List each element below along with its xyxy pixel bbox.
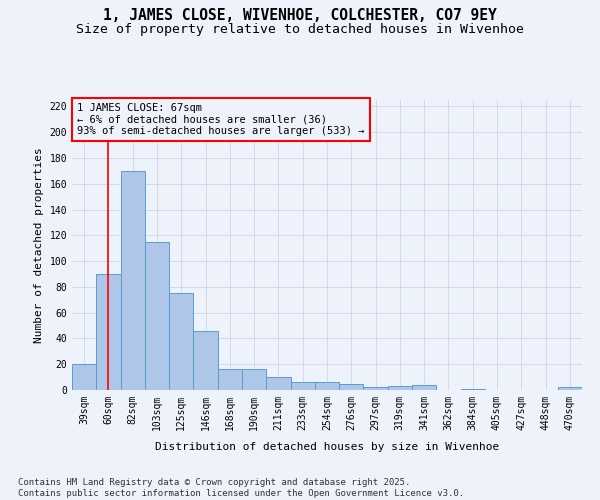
Bar: [364, 388, 388, 390]
Bar: [290, 382, 315, 390]
Bar: [169, 294, 193, 390]
Bar: [339, 384, 364, 390]
Text: 1 JAMES CLOSE: 67sqm
← 6% of detached houses are smaller (36)
93% of semi-detach: 1 JAMES CLOSE: 67sqm ← 6% of detached ho…: [77, 103, 365, 136]
Text: 1, JAMES CLOSE, WIVENHOE, COLCHESTER, CO7 9EY: 1, JAMES CLOSE, WIVENHOE, COLCHESTER, CO…: [103, 8, 497, 22]
Bar: [412, 385, 436, 390]
Text: Contains HM Land Registry data © Crown copyright and database right 2025.
Contai: Contains HM Land Registry data © Crown c…: [18, 478, 464, 498]
Bar: [242, 370, 266, 390]
Bar: [315, 382, 339, 390]
Text: Size of property relative to detached houses in Wivenhoe: Size of property relative to detached ho…: [76, 22, 524, 36]
Y-axis label: Number of detached properties: Number of detached properties: [34, 147, 44, 343]
Bar: [388, 386, 412, 390]
Bar: [96, 274, 121, 390]
Bar: [218, 370, 242, 390]
Bar: [461, 388, 485, 390]
Bar: [266, 377, 290, 390]
Bar: [121, 171, 145, 390]
Bar: [558, 388, 582, 390]
Bar: [193, 330, 218, 390]
Text: Distribution of detached houses by size in Wivenhoe: Distribution of detached houses by size …: [155, 442, 499, 452]
Bar: [72, 364, 96, 390]
Bar: [145, 242, 169, 390]
